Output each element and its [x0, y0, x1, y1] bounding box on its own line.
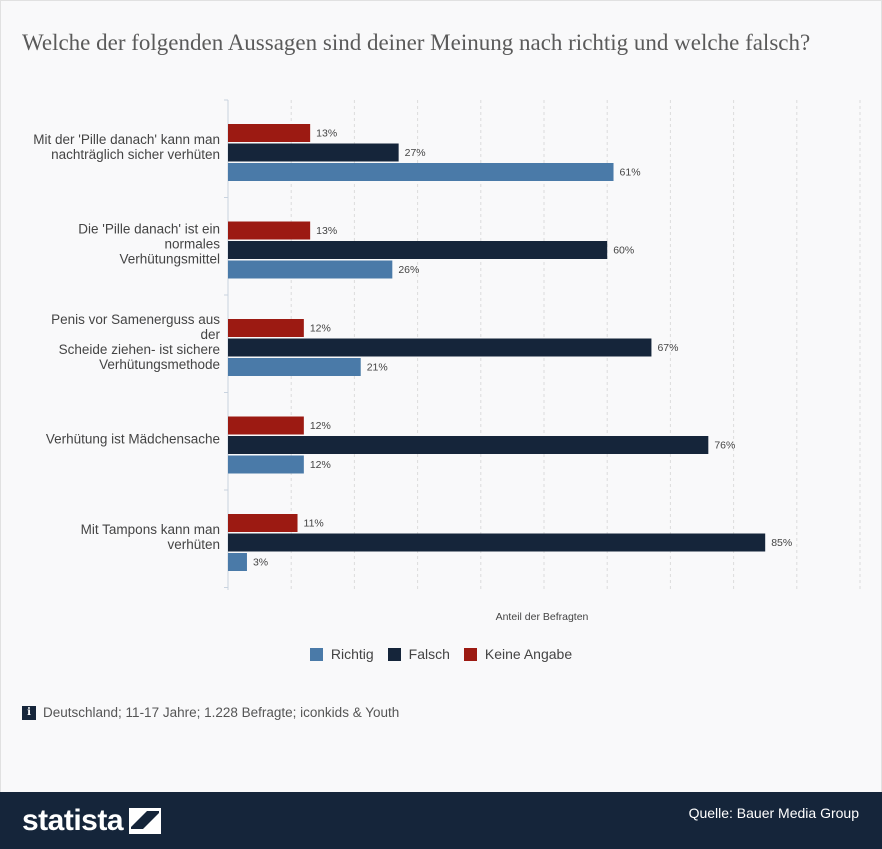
category-label-line: Penis vor Samenerguss aus [51, 311, 220, 327]
legend-label-keine-angabe: Keine Angabe [484, 646, 573, 662]
category-label-line: verhüten [167, 536, 220, 552]
data-label: 11% [304, 518, 324, 530]
legend-label-richtig: Richtig [330, 646, 374, 662]
data-label: 13% [316, 128, 337, 140]
bar-falsch [228, 143, 399, 162]
data-label: 61% [620, 167, 641, 179]
x-axis-label: Anteil der Befragten [496, 611, 589, 623]
data-label: 60% [613, 245, 634, 257]
category-label: Penis vor Samenerguss aus der Scheide zieh… [10, 312, 220, 372]
category-label-line: Mit der 'Pille danach' kann man [33, 131, 220, 147]
legend-swatch-falsch [387, 647, 401, 661]
category-label: Die 'Pille danach' ist ein normales Verhüt… [10, 222, 220, 267]
bar-keine-angabe [228, 124, 311, 142]
bar-keine-angabe [228, 221, 311, 240]
legend-item-keine-angabe[interactable]: Keine Angabe [463, 646, 573, 662]
note-text: Deutschland; 11-17 Jahre; 1.228 Befragte… [43, 705, 400, 720]
data-label: 26% [398, 264, 419, 276]
legend-item-falsch[interactable]: Falsch [387, 646, 450, 662]
chart-title: Welche der folgenden Aussagen sind deine… [22, 30, 811, 55]
category-label-line: nachträglich sicher verhüten [51, 146, 220, 162]
data-label: 3% [253, 557, 268, 569]
data-label: 67% [657, 342, 678, 354]
survey-note: i Deutschland; 11-17 Jahre; 1.228 Befrag… [22, 705, 399, 720]
category-label: Verhütung ist Mädchensache [10, 432, 220, 447]
brand-name: statista [22, 804, 124, 837]
info-icon[interactable]: i [22, 705, 36, 720]
bar-keine-angabe [228, 514, 298, 532]
data-label: 12% [310, 459, 331, 471]
category-label-line: Verhütungsmittel [119, 251, 220, 267]
bar-falsch [228, 533, 766, 552]
category-label-line: der [200, 326, 220, 342]
category-label-line: Mit Tampons kann man [80, 521, 220, 537]
bar-richtig [228, 358, 361, 376]
bar-richtig [228, 260, 393, 279]
data-label: 12% [310, 420, 331, 432]
bar-keine-angabe [228, 416, 304, 435]
bar-falsch [228, 241, 608, 259]
data-label: 12% [310, 323, 331, 335]
bar-richtig [228, 163, 614, 181]
bar-richtig [228, 455, 304, 474]
bar-chart: 13% 27% 61% 13% 60% 26% 12% 67% 21% 12% 76% 12% 11% 8… [224, 99, 861, 623]
category-label: Mit der 'Pille danach' kann man nachträgl… [10, 132, 220, 162]
category-label-line: Die 'Pille danach' ist ein [78, 221, 220, 237]
category-label-line: normales [164, 236, 220, 252]
bar-falsch [228, 338, 652, 357]
legend-swatch-richtig [309, 647, 323, 661]
source-text: Quelle: Bauer Media Group [688, 805, 859, 821]
category-label: Mit Tampons kann man verhüten [10, 522, 220, 552]
category-label-line: Verhütungsmethode [99, 356, 220, 372]
footer: statista Quelle: Bauer Media Group [0, 792, 882, 849]
legend: Richtig Falsch Keine Angabe [0, 646, 882, 662]
category-label-line: Verhütung ist Mädchensache [45, 431, 220, 447]
data-label: 76% [714, 440, 735, 452]
legend-item-richtig[interactable]: Richtig [309, 646, 374, 662]
statista-logo-icon [129, 808, 162, 834]
legend-label-falsch: Falsch [408, 646, 450, 662]
brand-logo[interactable]: statista [22, 804, 162, 838]
bar-richtig [228, 553, 247, 571]
data-label: 27% [405, 147, 426, 159]
data-label: 85% [771, 537, 792, 549]
bar-keine-angabe [228, 319, 304, 337]
data-label: 21% [367, 362, 388, 374]
bar-falsch [228, 436, 709, 454]
legend-swatch-keine-angabe [463, 647, 477, 661]
data-label: 13% [316, 225, 337, 237]
category-label-line: Scheide ziehen- ist sichere [58, 341, 220, 357]
